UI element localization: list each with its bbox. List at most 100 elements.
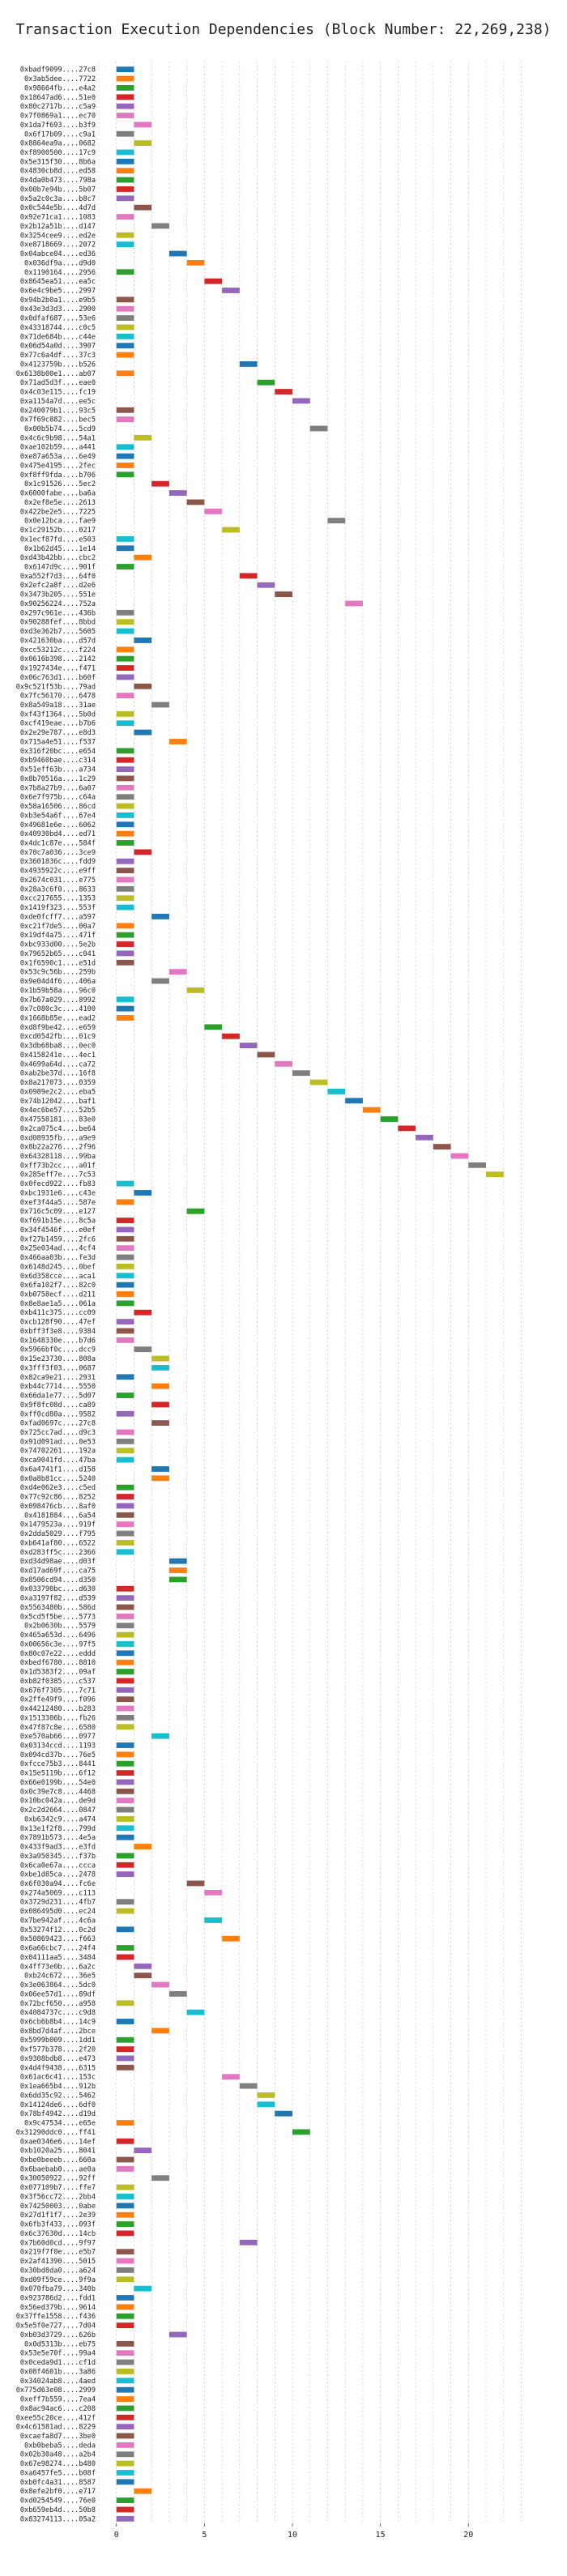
y-tick-label: 0x10bc042a....de9d bbox=[20, 1798, 96, 1806]
y-tick-label: 0x06ee57d1....89df bbox=[20, 1990, 96, 1998]
timeline-bar bbox=[116, 1263, 134, 1269]
y-tick-label: 0xf43f1364....5b0d bbox=[20, 710, 96, 719]
timeline-bar bbox=[151, 480, 169, 487]
y-tick-label: 0x3fff3f03....0687 bbox=[20, 1364, 96, 1372]
y-tick-label: 0x1ea665b4....912b bbox=[20, 2083, 96, 2091]
timeline-bar bbox=[116, 665, 134, 671]
y-tick-label: 0x6c37630d....14cb bbox=[20, 2230, 96, 2238]
y-tick-label: 0x15e5119b....6f12 bbox=[20, 1770, 96, 1778]
timeline-bar bbox=[116, 1650, 134, 1657]
timeline-bar bbox=[116, 214, 134, 220]
y-tick-label: 0x070fba79....340b bbox=[20, 2285, 96, 2293]
y-tick-label: 0x6138b00e1....ab07 bbox=[16, 370, 96, 378]
timeline-bar bbox=[116, 1291, 134, 1297]
timeline-bar bbox=[204, 508, 223, 514]
y-tick-label: 0x4c61581ad....8229 bbox=[16, 2424, 96, 2432]
timeline-bar bbox=[116, 232, 134, 238]
y-tick-label: 0x0989e2c2....eba5 bbox=[20, 1088, 96, 1096]
timeline-bar bbox=[151, 1355, 169, 1362]
timeline-bar bbox=[116, 2304, 134, 2310]
y-tick-label: 0x50869423....f663 bbox=[20, 1935, 96, 1943]
timeline-bar bbox=[116, 1714, 134, 1721]
y-tick-label: 0xcc53212c....f224 bbox=[20, 646, 96, 655]
timeline-bar bbox=[116, 609, 134, 616]
y-tick-label: 0x3a950345....f37b bbox=[20, 1853, 96, 1861]
timeline-bar bbox=[116, 296, 134, 303]
timeline-bar bbox=[275, 389, 293, 395]
y-tick-label: 0x6f17b09....c9a1 bbox=[24, 130, 96, 139]
y-tick-label: 0x30bd8da0....a624 bbox=[20, 2267, 96, 2275]
timeline-bar bbox=[116, 1798, 134, 1804]
timeline-bar bbox=[116, 113, 134, 118]
y-tick-label: 0xf8900500....17c9 bbox=[20, 149, 96, 157]
timeline-bar bbox=[116, 1954, 134, 1960]
y-tick-label: 0x91d091ad....0e53 bbox=[20, 1438, 96, 1446]
timeline-bar bbox=[116, 2156, 134, 2163]
y-tick-label: 0xb9460bae....c314 bbox=[20, 757, 96, 765]
y-tick-label: 0x033790bc....d630 bbox=[20, 1585, 96, 1593]
timeline-bar bbox=[222, 288, 240, 293]
timeline-bar bbox=[116, 821, 134, 828]
y-tick-label: 0xd09f59ce....9f9a bbox=[20, 2276, 96, 2284]
timeline-bar bbox=[116, 2046, 134, 2053]
y-tick-label: 0x04111aa5....3484 bbox=[20, 1954, 96, 1962]
y-tick-label: 0x3601836c....fdd9 bbox=[20, 858, 96, 866]
y-tick-label: 0x2674c031....e775 bbox=[20, 876, 96, 885]
y-tick-label: 0x0a8b81cc....5240 bbox=[20, 1475, 96, 1483]
timeline-bar bbox=[116, 2322, 134, 2329]
timeline-bar bbox=[327, 1089, 346, 1094]
timeline-bar bbox=[116, 1328, 134, 1334]
y-tick-label: 0x2e29e787....e8d3 bbox=[20, 729, 96, 737]
y-tick-label: 0x1190164....2956 bbox=[24, 269, 96, 277]
y-tick-label: 0x6d358cce....aca1 bbox=[20, 1273, 96, 1281]
timeline-bar bbox=[116, 885, 134, 892]
timeline-bar bbox=[116, 2479, 134, 2485]
y-tick-label: 0x6e4c9be5....2997 bbox=[20, 287, 96, 295]
y-tick-label: 0x0e12bca....fae9 bbox=[24, 518, 96, 526]
timeline-bar bbox=[116, 1254, 134, 1260]
timeline-bar bbox=[186, 2009, 205, 2015]
timeline-bar bbox=[116, 75, 134, 82]
y-tick-label: 0xbc1931e6....c43e bbox=[20, 1189, 96, 1197]
y-tick-label: 0x1c29152b....0217 bbox=[20, 527, 96, 535]
y-tick-label: 0x077109b7....ffe7 bbox=[20, 2184, 96, 2192]
timeline-bar bbox=[134, 1346, 152, 1353]
timeline-bar bbox=[116, 2405, 134, 2412]
timeline-bar bbox=[239, 361, 258, 367]
y-tick-label: 0xeff7b559....7ea4 bbox=[20, 2396, 96, 2404]
timeline-bar bbox=[151, 1365, 169, 1371]
y-tick-label: 0xbedf6780....8810 bbox=[20, 1659, 96, 1667]
timeline-bar bbox=[168, 739, 187, 744]
timeline-bar bbox=[116, 1512, 134, 1518]
y-tick-label: 0x00656c3e....97f5 bbox=[20, 1640, 96, 1648]
timeline-bar bbox=[239, 2239, 258, 2245]
y-tick-label: 0x79652b65....c041 bbox=[20, 950, 96, 958]
y-tick-label: 0x90288fef....8bbd bbox=[20, 619, 96, 627]
timeline-bar bbox=[116, 463, 134, 468]
timeline-bar bbox=[151, 1401, 169, 1408]
y-tick-label: 0x4d4f9438....6315 bbox=[20, 2064, 96, 2072]
y-tick-label: 0x4ff73e0b....6a2c bbox=[20, 1963, 96, 1971]
y-tick-label: 0x6baebab0....ae0a bbox=[20, 2165, 96, 2173]
y-tick-label: 0xb641af80....6522 bbox=[20, 1539, 96, 1547]
y-tick-label: 0x2ffe49f9....f096 bbox=[20, 1696, 96, 1704]
y-tick-label: 0x5999b009....1dd1 bbox=[20, 2036, 96, 2045]
timeline-bar bbox=[116, 149, 134, 156]
y-tick-label: 0xf8ff9fda....b706 bbox=[20, 471, 96, 480]
y-tick-label: 0xa3197f82....d539 bbox=[20, 1595, 96, 1603]
timeline-bar bbox=[116, 370, 134, 377]
timeline-bar bbox=[116, 305, 134, 312]
y-tick-label: 0xcb128f90....47ef bbox=[20, 1319, 96, 1327]
x-tick-label: 20 bbox=[463, 2531, 473, 2540]
y-tick-label: 0xf691b15e....8c5a bbox=[20, 1218, 96, 1226]
y-tick-label: 0x71ad5d3f....eae0 bbox=[20, 379, 96, 387]
y-tick-label: 0x465a653d....6496 bbox=[20, 1631, 96, 1640]
y-tick-label: 0x8b70516a....1c29 bbox=[20, 775, 96, 783]
timeline-bar bbox=[116, 923, 134, 929]
y-tick-label: 0x0c544e5b....4d7d bbox=[20, 204, 96, 212]
timeline-bar bbox=[134, 140, 152, 147]
y-tick-label: 0xbc933d00....5e2b bbox=[20, 941, 96, 949]
timeline-bar bbox=[151, 914, 169, 919]
timeline-bar bbox=[116, 1429, 134, 1435]
y-tick-label: 0x6a4741f1....d158 bbox=[20, 1465, 96, 1474]
